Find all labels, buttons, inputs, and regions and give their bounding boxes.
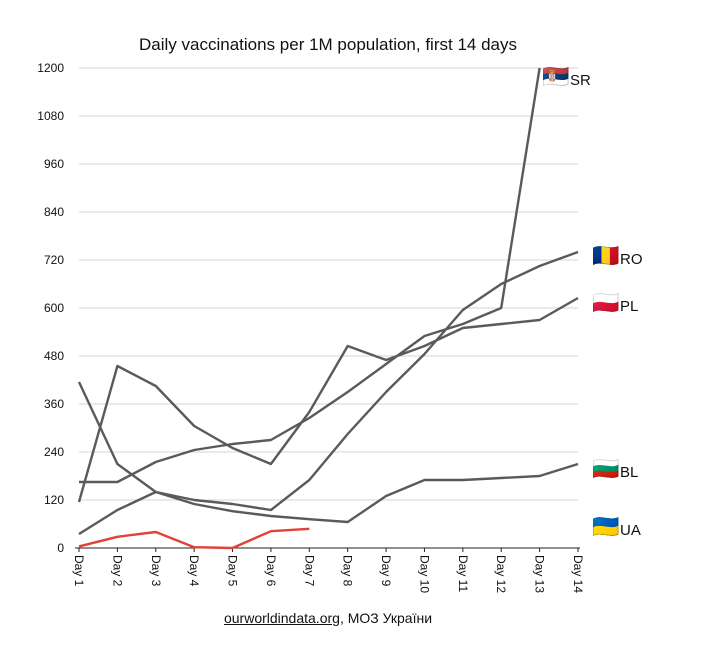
y-tick-label: 960 — [44, 157, 64, 171]
y-tick-label: 480 — [44, 349, 64, 363]
x-tick-label: Day 3 — [149, 555, 163, 587]
series-label-bl: BL — [620, 464, 638, 481]
y-tick-label: 600 — [44, 301, 64, 315]
series-lines — [77, 68, 579, 550]
series-label-ro: RO — [620, 251, 643, 268]
flag-sr-icon: 🇷🇸 — [542, 64, 569, 89]
x-tick-label: Day 5 — [226, 555, 240, 587]
x-axis — [75, 547, 580, 552]
x-tick-label: Day 13 — [533, 555, 547, 593]
gridlines — [79, 67, 578, 501]
y-tick-label: 240 — [44, 445, 64, 459]
y-tick-label: 1080 — [37, 109, 64, 123]
series-label-ua: UA — [620, 522, 641, 539]
y-tick-label: 120 — [44, 493, 64, 507]
x-tick-label: Day 4 — [187, 555, 201, 587]
series-line-bl — [77, 296, 579, 503]
x-tick-label: Day 2 — [110, 555, 124, 587]
x-tick-label: Day 11 — [456, 555, 470, 592]
y-tick-label: 720 — [44, 253, 64, 267]
x-tick-label: Day 12 — [494, 555, 508, 593]
flag-ro-icon: 🇷🇴 — [592, 243, 619, 268]
y-axis-ticks: 0 120 240 360 480 600 720 840 960 1080 1200 — [37, 61, 64, 555]
y-tick-label: 360 — [44, 397, 64, 411]
y-tick-label: 840 — [44, 205, 64, 219]
series-line-ua — [78, 527, 310, 550]
end-label-ua: 🇺🇦 UA — [592, 514, 641, 539]
flag-pl-icon: 🇵🇱 — [592, 290, 619, 315]
end-label-sr: 🇷🇸 SR — [542, 64, 591, 89]
x-tick-label: Day 8 — [341, 555, 355, 587]
source-link[interactable]: ourworldindata.org — [223, 610, 340, 626]
series-line-pl — [77, 381, 579, 524]
source-note: ourworldindata.org, МОЗ України — [0, 610, 656, 626]
series-label-sr: SR — [570, 72, 591, 89]
end-label-pl: 🇵🇱 PL — [592, 290, 638, 315]
series-end-labels: 🇷🇸 SR 🇷🇴 RO 🇵🇱 PL 🇧🇬 BL 🇺🇦 UA — [542, 64, 643, 539]
x-axis-ticks: Day 1 Day 2 Day 3 Day 4 Day 5 Day 6 Day 7 Day 8… — [72, 555, 585, 593]
series-line-sr — [79, 68, 541, 484]
x-tick-label: Day 14 — [571, 555, 585, 593]
x-tick-label: Day 9 — [379, 555, 393, 587]
x-tick-label: Day 10 — [417, 555, 431, 593]
x-tick-label: Day 6 — [264, 555, 278, 587]
flag-bl-icon: 🇧🇬 — [592, 456, 619, 481]
y-tick-label: 0 — [57, 541, 64, 555]
x-tick-label: Day 7 — [302, 555, 316, 587]
end-label-bl: 🇧🇬 BL — [592, 456, 638, 481]
end-label-ro: 🇷🇴 RO — [592, 243, 643, 268]
source-text: , МОЗ України — [339, 610, 433, 626]
chart-title: Daily vaccinations per 1M population, fi… — [139, 35, 517, 54]
series-label-pl: PL — [620, 298, 638, 315]
flag-ua-icon: 🇺🇦 — [592, 514, 619, 539]
y-tick-label: 1200 — [37, 61, 64, 75]
x-tick-label: Day 1 — [72, 555, 86, 587]
